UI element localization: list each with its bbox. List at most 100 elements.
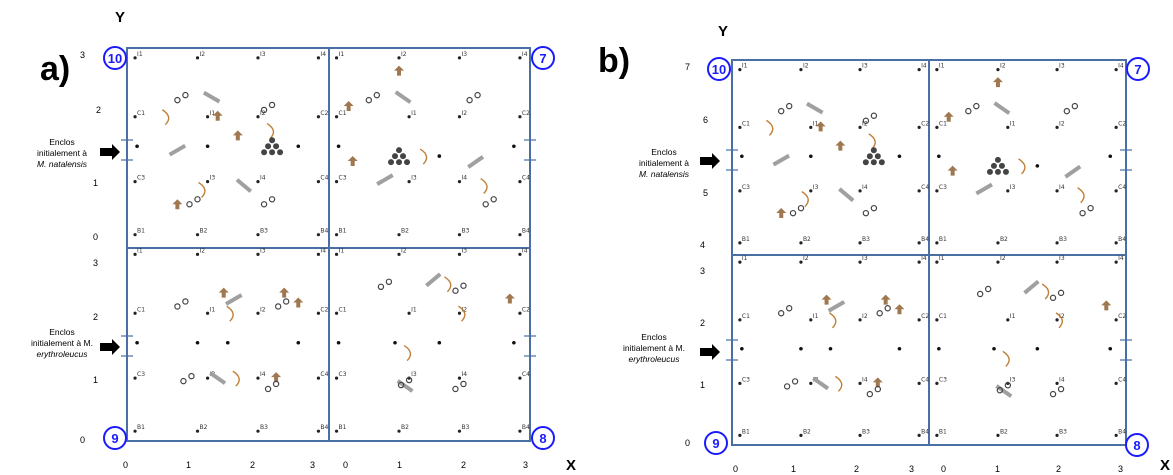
house-icon <box>504 293 515 304</box>
food-pile-icon <box>269 137 276 144</box>
svg-text:Enclos: Enclos <box>49 327 75 337</box>
trap-point <box>1006 189 1010 193</box>
arc-marker <box>266 122 275 140</box>
center-point <box>740 346 744 351</box>
trap-code-label: I1 <box>411 306 417 313</box>
trap-point <box>1114 381 1118 385</box>
center-point <box>740 154 744 159</box>
burrow-icon <box>377 283 385 290</box>
trap-point <box>858 68 862 72</box>
trap-point <box>1114 433 1118 437</box>
trap-point <box>334 115 339 119</box>
trap-point <box>334 233 339 237</box>
shelter-bar <box>812 376 830 391</box>
shelter-bar <box>993 101 1011 115</box>
x-tick: 0 <box>733 464 738 474</box>
food-pile-icon <box>862 159 869 166</box>
food-pile-icon <box>261 149 268 156</box>
y-tick: 1 <box>93 178 98 188</box>
arc-marker <box>868 133 876 150</box>
shelter-bar <box>1064 164 1082 179</box>
corner-label-7: 7 <box>1126 57 1150 81</box>
trap-point <box>133 180 137 184</box>
trap-code-label: I1 <box>813 313 819 320</box>
arc-marker <box>226 305 234 322</box>
burrow-icon <box>274 303 282 310</box>
food-pile-icon <box>986 168 993 175</box>
burrow-icon <box>260 201 268 208</box>
trap-point <box>256 115 260 119</box>
enclosure-label-top: Enclos initialement à M. natalensis <box>37 137 88 169</box>
trap-point <box>397 429 401 433</box>
house-icon <box>347 155 358 166</box>
trap-code-label: I4 <box>260 371 266 378</box>
x-tick: 2 <box>1056 464 1061 474</box>
burrow-icon <box>182 91 189 99</box>
x-tick: 2 <box>250 460 255 470</box>
trap-point <box>334 56 339 60</box>
arc-marker <box>444 276 452 293</box>
house-icon <box>394 65 405 76</box>
burrow-icon <box>460 380 467 388</box>
burrow-icon <box>1087 204 1094 212</box>
burrow-icon <box>1079 209 1086 217</box>
house-icon <box>880 294 891 305</box>
trap-point <box>518 180 522 184</box>
corner-label-8: 8 <box>531 426 555 450</box>
x-tick: 3 <box>310 460 315 470</box>
trap-point <box>917 241 921 245</box>
trap-code-label: B1 <box>137 228 145 235</box>
trap-code-label: C1 <box>939 120 947 127</box>
food-pile-icon <box>1002 168 1009 175</box>
trap-point <box>518 233 522 237</box>
food-pile-icon <box>265 143 272 150</box>
trap-code-label: I3 <box>411 371 417 378</box>
trap-point <box>518 429 522 433</box>
burrow-icon <box>1057 385 1065 393</box>
y-tick: 6 <box>703 115 708 125</box>
trap-code-label: I4 <box>862 184 868 191</box>
panel-a-diagram: a) Y X 3 2 1 0 3 2 1 0 0 1 2 3 0 1 2 3 E… <box>31 9 576 474</box>
trap-point <box>738 241 742 245</box>
trap-point <box>457 56 462 60</box>
food-pile-icon <box>866 153 873 160</box>
center-point <box>296 144 301 149</box>
food-pile-icon <box>392 153 399 160</box>
trap-point <box>917 260 921 264</box>
trap-point <box>316 252 321 256</box>
trap-code-label: I2 <box>1059 313 1065 320</box>
trap-code-label: I3 <box>210 175 216 182</box>
corner-label-10: 10 <box>103 46 127 70</box>
trap-point <box>935 68 939 72</box>
y-tick: 2 <box>700 318 705 328</box>
trap-point <box>1006 318 1010 322</box>
svg-text:M. natalensis: M. natalensis <box>639 169 690 179</box>
svg-text:7: 7 <box>1134 62 1141 77</box>
corner-label-10: 10 <box>707 57 731 81</box>
arc-marker <box>480 177 488 195</box>
enclosure-contents: I1 I2 I3 I4 B1 B2 B3 B4 C1 C2 C3 C4 I1 I2 I3 I4 I1 I2 I3 I4… <box>133 51 530 433</box>
y-tick: 0 <box>80 435 85 445</box>
y-tick: 4 <box>700 240 705 250</box>
trap-point <box>457 429 462 433</box>
trap-code-label: B4 <box>1118 428 1126 435</box>
house-icon <box>343 100 354 111</box>
trap-point <box>334 180 339 184</box>
shelter-bar <box>209 371 227 385</box>
burrow-icon <box>482 201 489 208</box>
food-pile-icon <box>998 162 1005 169</box>
center-point <box>992 346 996 351</box>
center-point <box>828 346 833 351</box>
house-icon <box>992 77 1003 88</box>
arrow-right-icon <box>700 344 720 360</box>
shelter-bar <box>975 182 993 196</box>
trap-point <box>195 233 200 237</box>
x-axis-name: X <box>566 457 576 474</box>
arc-marker <box>1018 158 1026 175</box>
svg-text:initialement à M.: initialement à M. <box>623 343 685 353</box>
burrow-icon <box>870 204 878 212</box>
trap-code-label: C2 <box>921 120 929 127</box>
trap-code-label: B4 <box>921 236 929 243</box>
arc-marker <box>232 370 240 387</box>
svg-text:9: 9 <box>111 431 118 446</box>
